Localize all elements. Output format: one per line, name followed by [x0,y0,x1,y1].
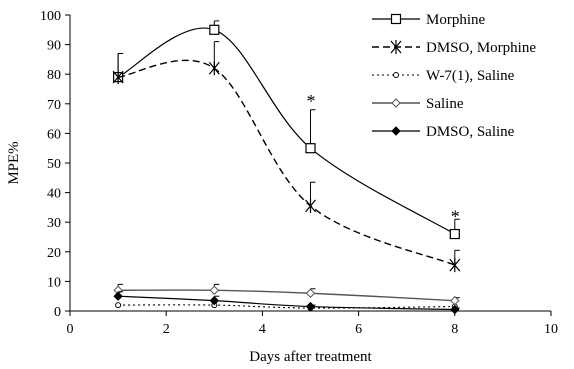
significance-asterisk: * [451,206,460,226]
diamond-marker [305,301,316,312]
significance-asterisk: * [307,91,316,111]
square-marker [449,228,460,240]
y-tick-label: 60 [47,127,61,142]
x-axis-label: Days after treatment [249,349,372,365]
y-axis-label: MPE% [6,141,22,184]
circle-marker [115,302,122,309]
legend-entry: DMSO, Saline [372,124,515,140]
diamond-marker [450,304,460,315]
legend-label: Morphine [426,12,486,28]
series-line [118,295,455,311]
y-tick-label: 0 [54,305,61,320]
diamond-marker [391,126,401,136]
diamond-marker [305,288,316,298]
legend-entry: W-7(1), Saline [372,68,515,84]
x-tick-label: 4 [259,322,266,337]
series-line [118,304,455,309]
y-tick-label: 30 [47,216,61,231]
y-tick-label: 20 [47,246,61,261]
square-marker [305,143,316,154]
legend-label: DMSO, Morphine [426,40,536,56]
legend-entry: Saline [372,96,464,112]
annotation-layer: ** [307,91,460,226]
legend-entry: DMSO, Morphine [372,40,536,56]
axes: 0 10 20 30 40 50 60 70 80 90 100 0 2 4 6 8 10 [40,9,558,337]
y-tick-label: 100 [40,9,61,24]
y-tick-label: 40 [47,187,61,202]
series-0 [112,20,460,240]
x-tick-label: 8 [451,322,458,337]
series-3 [113,283,460,306]
y-tick-label: 90 [47,39,61,54]
y-tick-label: 70 [47,98,61,113]
diamond-marker [209,285,220,295]
series-line [118,59,456,266]
diamond-marker [209,295,220,306]
legend-entry: Morphine [372,12,486,28]
square-marker [390,13,402,25]
x-tick-label: 10 [544,322,558,337]
x-tick-label: 0 [67,322,74,337]
circle-marker [393,72,399,78]
series-layer [112,20,461,315]
legend: Morphine DMSO, Morphine W-7(1), Saline Sali… [372,12,536,140]
legend-label: DMSO, Saline [426,124,515,140]
series-4 [113,291,460,315]
series-2 [115,302,458,312]
diamond-marker [450,295,460,306]
x-tick-label: 6 [355,322,362,337]
series-1 [112,41,461,273]
series-line [117,27,456,235]
series-line [118,289,455,302]
legend-label: W-7(1), Saline [426,68,515,84]
y-tick-label: 50 [47,157,61,172]
square-marker [209,24,220,35]
x-tick-label: 2 [163,322,170,337]
y-tick-label: 10 [47,275,61,290]
diamond-marker [391,98,401,108]
diamond-marker [113,291,123,301]
y-tick-label: 80 [47,68,61,83]
legend-label: Saline [426,96,464,112]
